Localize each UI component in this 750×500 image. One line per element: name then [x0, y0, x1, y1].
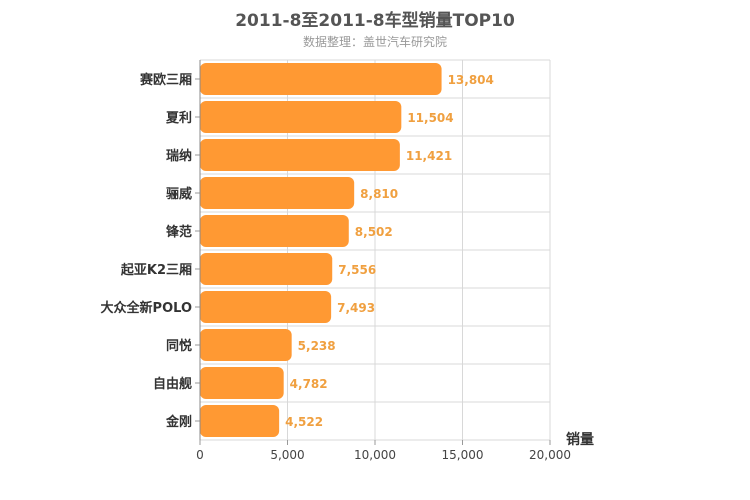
data-label: 7,556 — [338, 263, 376, 277]
data-label: 11,504 — [407, 111, 453, 125]
bar — [200, 253, 333, 285]
bar — [200, 101, 402, 133]
data-label: 7,493 — [337, 301, 375, 315]
category-label: 瑞纳 — [166, 148, 192, 164]
category-label: 锋范 — [166, 224, 192, 240]
bar — [200, 405, 280, 437]
bar — [200, 63, 442, 95]
x-axis-title: 销量 — [566, 431, 594, 448]
category-label: 夏利 — [165, 110, 192, 126]
data-label: 8,502 — [355, 225, 393, 239]
bar — [200, 329, 292, 361]
data-label: 8,810 — [360, 187, 398, 201]
category-label: 大众全新POLO — [101, 300, 192, 316]
data-label: 11,421 — [406, 149, 452, 163]
bars — [200, 63, 442, 437]
data-label: 4,782 — [290, 377, 328, 391]
x-tick-label: 10,000 — [354, 448, 396, 462]
category-label: 金刚 — [165, 414, 192, 430]
chart-subtitle: 数据整理：盖世汽车研究院 — [302, 35, 447, 49]
data-label: 5,238 — [298, 339, 336, 353]
category-label: 赛欧三厢 — [139, 72, 192, 88]
data-label: 13,804 — [448, 73, 494, 87]
category-label: 同悦 — [166, 338, 192, 354]
bar — [200, 215, 349, 247]
bar — [200, 291, 332, 323]
labels: 0 5,000 10,000 15,000 20,000 赛欧三厢 13,804 夏利 11,5… — [101, 72, 571, 462]
chart-title: 2011-8至2011-8车型销量TOP10 — [235, 11, 515, 31]
bar — [200, 367, 284, 399]
x-tick-label: 15,000 — [442, 448, 484, 462]
bar — [200, 177, 355, 209]
data-label: 4,522 — [285, 415, 323, 429]
category-label: 自由舰 — [153, 376, 192, 392]
category-label: 骊威 — [166, 186, 192, 202]
category-label: 起亚K2三厢 — [120, 262, 192, 278]
bar — [200, 139, 400, 171]
x-tick-label: 5,000 — [270, 448, 304, 462]
x-tick-label: 0 — [196, 448, 204, 462]
x-tick-label: 20,000 — [529, 448, 571, 462]
